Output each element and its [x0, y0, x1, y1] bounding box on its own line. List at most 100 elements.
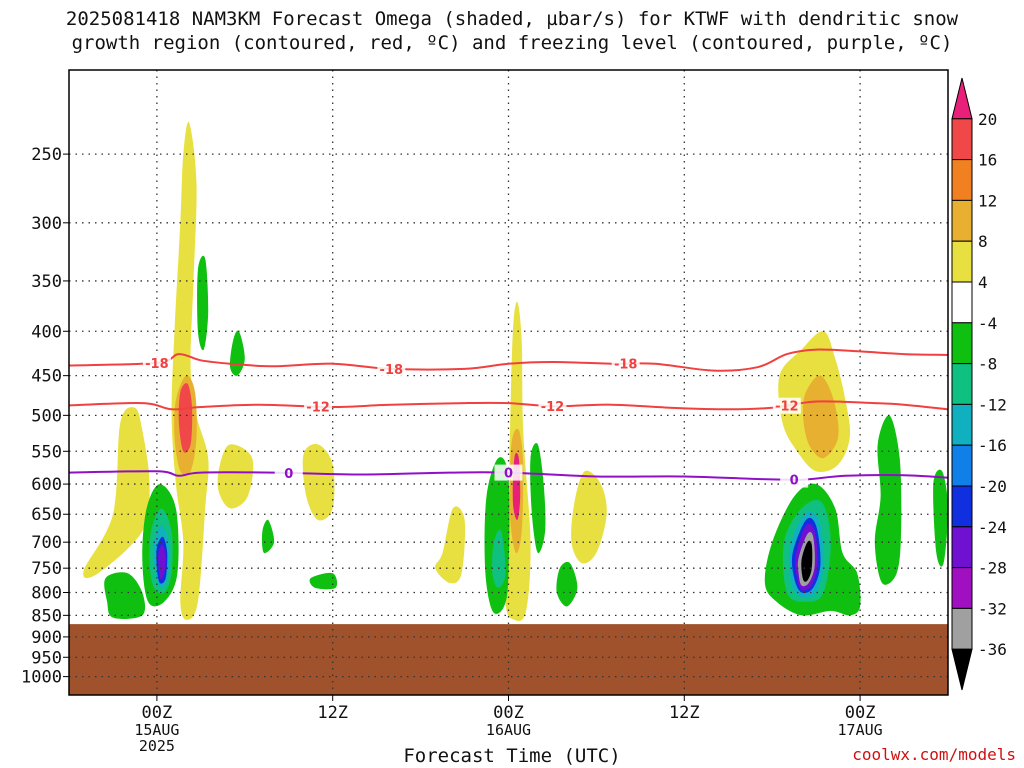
omega-colorbar: 20 16 12 8 4 -4 -8 -12 -16 -20 -24 -28 -32 -36 — [951, 77, 1007, 691]
y-tick-label: 750 — [31, 559, 62, 579]
contour-label-0: 0 — [284, 467, 293, 482]
contour-label-bg — [274, 464, 303, 481]
contour-label--18: -18 — [380, 363, 404, 378]
omega-region--4 — [197, 255, 209, 351]
temperature-contours: -18 -18 -18 -12 -12 -12 0 0 0 — [69, 348, 948, 489]
contour-label--18: -18 — [145, 357, 169, 372]
colorbar-label: -8 — [978, 355, 997, 374]
y-tick-label: 550 — [31, 442, 62, 462]
omega-region-4 — [571, 470, 607, 564]
colorbar-label: -28 — [978, 559, 1007, 578]
omega-region--4 — [556, 561, 578, 607]
colorbar-swatch — [951, 199, 973, 242]
chart-title-line2: growth region (contoured, red, ºC) and f… — [71, 32, 953, 54]
y-tick-label: 850 — [31, 606, 62, 626]
contour-label-bg — [377, 360, 406, 377]
colorbar-label: 4 — [978, 273, 988, 292]
x-tick-label: 12Z — [317, 703, 348, 723]
omega-region--4 — [530, 443, 546, 554]
contour-label--12: -12 — [775, 400, 799, 415]
y-tick-label: 350 — [31, 272, 62, 292]
contour-label-bg — [494, 464, 523, 481]
omega-region--4 — [104, 572, 146, 619]
y-tick-label: 1000 — [21, 668, 62, 688]
omega-region-16 — [178, 383, 193, 453]
omega-region-4 — [83, 407, 150, 579]
colorbar-label: 20 — [978, 110, 997, 129]
contour-label--18: -18 — [614, 358, 638, 373]
colorbar-swatch — [951, 444, 973, 487]
time-axis: 00Z 12Z 00Z 12Z 00Z — [142, 695, 876, 723]
colorbar-swatch — [951, 607, 973, 650]
colorbar-swatch — [951, 281, 973, 324]
x-axis-title: Forecast Time (UTC) — [403, 745, 621, 767]
pressure-axis: 2503003504004505005506006507007508008509… — [21, 145, 69, 688]
chart-title-line1: 2025081418 NAM3KM Forecast Omega (shaded… — [65, 8, 959, 30]
colorbar-label: -36 — [978, 640, 1007, 659]
x-tick-label: 12Z — [669, 703, 700, 723]
colorbar-swatch — [951, 118, 973, 161]
ground-layer — [69, 624, 948, 695]
y-tick-label: 600 — [31, 475, 62, 495]
y-tick-label: 250 — [31, 145, 62, 165]
colorbar-label: 8 — [978, 232, 988, 251]
omega-region--28 — [158, 544, 166, 580]
omega-region--36 — [801, 540, 813, 582]
contour-label-0: 0 — [504, 467, 513, 482]
y-tick-label: 450 — [31, 367, 62, 387]
omega-shading-layer — [83, 121, 948, 622]
colorbar-label: 16 — [978, 151, 997, 170]
colorbar-label: -20 — [978, 477, 1007, 496]
x-tick-label: 00Z — [142, 703, 173, 723]
colorbar-swatch — [951, 403, 973, 446]
omega-region--4 — [933, 469, 948, 567]
omega-region--4 — [309, 572, 338, 590]
omega-region-4 — [171, 121, 209, 620]
colorbar-label: -12 — [978, 395, 1007, 414]
omega-region--4 — [261, 519, 275, 554]
contour-label-bg — [780, 471, 809, 488]
y-tick-label: 650 — [31, 505, 62, 525]
contour-label--12: -12 — [541, 400, 565, 415]
colorbar-swatch — [951, 159, 973, 201]
contour-label-bg — [772, 397, 801, 414]
contour-label--12: -12 — [306, 401, 330, 416]
colorbar-top-arrow — [951, 77, 973, 120]
y-tick-label: 500 — [31, 406, 62, 426]
site-credit[interactable]: coolwx.com/models — [852, 745, 1016, 764]
colorbar-swatch — [951, 567, 973, 609]
x-date-label: 15AUG — [134, 721, 180, 739]
y-tick-label: 400 — [31, 322, 62, 342]
x-date-label: 16AUG — [485, 721, 532, 739]
omega-region-4 — [217, 444, 254, 509]
omega-region-4 — [435, 506, 466, 584]
colorbar-bottom-arrow — [951, 648, 973, 691]
contour-label-bg — [538, 398, 567, 415]
y-tick-label: 950 — [31, 648, 62, 668]
y-tick-label: 800 — [31, 584, 62, 604]
colorbar-swatch — [951, 526, 973, 569]
y-tick-label: 900 — [31, 628, 62, 648]
x-tick-label: 00Z — [845, 703, 876, 723]
contour--12 — [69, 400, 948, 411]
ground-fill — [69, 624, 948, 695]
colorbar-label: 12 — [978, 191, 997, 210]
colorbar-swatch — [951, 363, 973, 405]
colorbar-swatch — [951, 240, 973, 283]
omega-region--8 — [492, 529, 506, 588]
y-tick-label: 700 — [31, 533, 62, 553]
contour-label-bg — [611, 355, 640, 372]
x-date-label: 2025 — [138, 737, 175, 755]
omega-region-8 — [802, 375, 839, 459]
colorbar-swatch — [951, 322, 973, 365]
y-tick-label: 300 — [31, 214, 62, 234]
x-tick-label: 00Z — [493, 703, 524, 723]
x-date-label: 17AUG — [837, 721, 883, 739]
colorbar-label: -32 — [978, 599, 1007, 618]
colorbar-label: -4 — [978, 314, 997, 333]
contour-label-bg — [142, 354, 171, 371]
colorbar-swatch — [951, 485, 973, 528]
grid-lines — [69, 70, 948, 695]
colorbar-label: -16 — [978, 436, 1007, 455]
